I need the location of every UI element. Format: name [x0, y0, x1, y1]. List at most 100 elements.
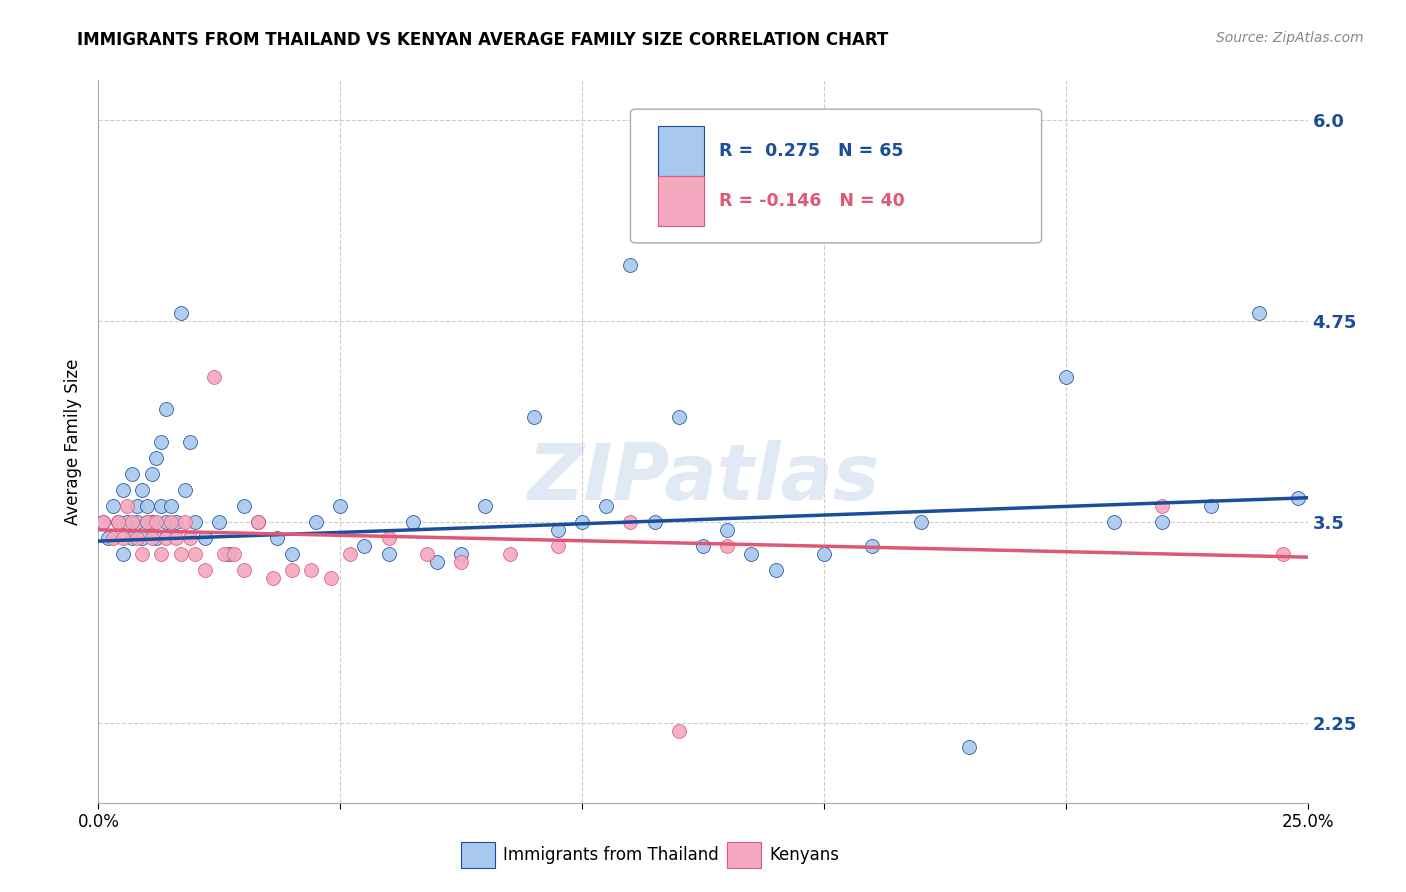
Point [619, 258, 641, 272]
Point [910, 515, 932, 529]
Point [813, 547, 835, 561]
Point [204, 370, 226, 384]
Point [179, 434, 201, 449]
Point [160, 515, 183, 529]
Point [262, 571, 284, 585]
Point [247, 515, 270, 529]
Point [184, 547, 207, 561]
Bar [658, 176, 704, 227]
Point [194, 563, 217, 577]
Point [212, 547, 235, 561]
Point [107, 515, 129, 529]
Point [860, 539, 883, 553]
Point [184, 515, 207, 529]
Point [319, 571, 342, 585]
Y-axis label: Average Family Size: Average Family Size [65, 359, 83, 524]
Point [174, 515, 197, 529]
Point [127, 531, 149, 545]
Point [218, 547, 240, 561]
Point [169, 547, 191, 561]
Point [145, 515, 167, 529]
Text: Immigrants from Thailand: Immigrants from Thailand [503, 846, 720, 863]
Point [117, 499, 139, 513]
Text: R = -0.146   N = 40: R = -0.146 N = 40 [718, 192, 904, 210]
Point [740, 547, 762, 561]
Text: ZIPatlas: ZIPatlas [527, 440, 879, 516]
Point [155, 531, 177, 545]
Point [450, 555, 472, 569]
Point [145, 450, 167, 465]
Point [281, 563, 304, 577]
Point [595, 499, 617, 513]
Point [377, 531, 399, 545]
Point [208, 515, 231, 529]
Point [1272, 547, 1295, 561]
Point [150, 434, 173, 449]
Point [91, 515, 114, 529]
Point [232, 499, 254, 513]
Point [155, 402, 177, 417]
Point [426, 555, 449, 569]
Point [692, 539, 714, 553]
Point [668, 410, 690, 425]
Point [135, 499, 157, 513]
Point [127, 515, 149, 529]
Point [1286, 491, 1309, 505]
Point [402, 515, 425, 529]
Point [1152, 499, 1174, 513]
Point [141, 531, 163, 545]
Point [155, 515, 177, 529]
Point [145, 531, 167, 545]
Point [281, 547, 304, 561]
Point [305, 515, 328, 529]
Point [716, 523, 738, 537]
Point [474, 499, 496, 513]
Point [179, 531, 201, 545]
Point [127, 499, 149, 513]
Point [571, 515, 593, 529]
Point [377, 547, 399, 561]
Point [121, 531, 143, 545]
Bar [658, 126, 704, 177]
Point [121, 515, 143, 529]
Point [1102, 515, 1125, 529]
Point [111, 483, 134, 497]
Point [329, 499, 352, 513]
Point [547, 539, 569, 553]
Point [644, 515, 666, 529]
Point [91, 515, 114, 529]
Point [97, 531, 120, 545]
Point [266, 531, 288, 545]
Point [150, 547, 173, 561]
Point [716, 539, 738, 553]
Point [523, 410, 546, 425]
Point [353, 539, 375, 553]
Point [111, 547, 134, 561]
Point [107, 515, 129, 529]
Point [131, 483, 153, 497]
FancyBboxPatch shape [630, 109, 1042, 243]
Point [131, 531, 153, 545]
Point [1249, 306, 1271, 320]
Point [150, 499, 173, 513]
Point [765, 563, 787, 577]
Point [450, 547, 472, 561]
Point [1054, 370, 1077, 384]
Point [247, 515, 270, 529]
Point [174, 483, 197, 497]
Point [117, 515, 139, 529]
Point [135, 515, 157, 529]
Point [101, 499, 124, 513]
Point [339, 547, 361, 561]
Point [169, 306, 191, 320]
Point [1152, 515, 1174, 529]
Point [131, 547, 153, 561]
Point [121, 467, 143, 481]
Point [1199, 499, 1222, 513]
Point [299, 563, 322, 577]
Point [165, 531, 187, 545]
Point [135, 515, 157, 529]
Point [668, 723, 690, 738]
Point [416, 547, 439, 561]
Bar [461, 842, 495, 868]
